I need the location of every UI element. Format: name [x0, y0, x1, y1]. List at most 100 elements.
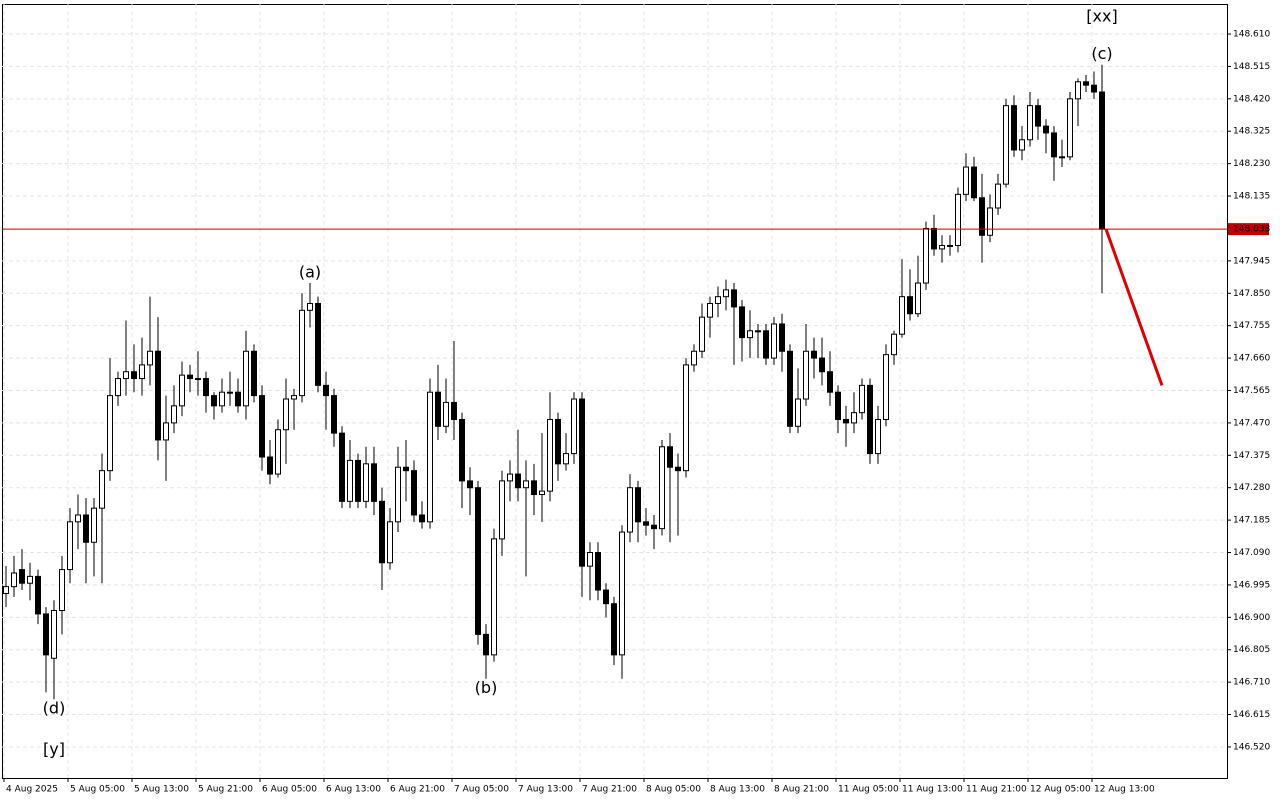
candle: [795, 368, 801, 434]
candle: [427, 378, 433, 529]
candle: [115, 371, 121, 406]
candle-body: [579, 398, 585, 567]
candle: [307, 283, 313, 328]
candle-body: [347, 459, 353, 502]
candle-body: [475, 487, 481, 635]
candle-body: [91, 507, 97, 543]
candle-body: [11, 572, 17, 588]
x-tick-label: 11 Aug 21:00: [966, 785, 1027, 795]
candle: [787, 344, 793, 434]
candle: [331, 388, 337, 447]
y-tick-label: 147.945: [1233, 256, 1270, 266]
candle-body: [1003, 105, 1009, 185]
candle-body: [75, 514, 81, 523]
x-tick-label: 8 Aug 05:00: [646, 785, 701, 795]
candle-body: [1083, 81, 1089, 86]
candle: [731, 283, 737, 365]
candle: [75, 494, 81, 550]
candle-body: [859, 384, 865, 414]
candle: [1051, 126, 1057, 181]
candle: [451, 341, 457, 440]
candle-body: [691, 350, 697, 366]
candle-body: [1035, 105, 1041, 127]
candle: [299, 293, 305, 403]
candle-body: [563, 453, 569, 465]
candle-body: [675, 466, 681, 472]
candle: [91, 497, 97, 577]
candle-body: [1067, 98, 1073, 158]
candle: [219, 378, 225, 413]
candle-body: [491, 538, 497, 656]
candle: [243, 330, 249, 420]
candle-body: [811, 350, 817, 359]
candle: [3, 566, 9, 608]
x-tick-label: 7 Aug 05:00: [454, 785, 509, 795]
candle: [163, 395, 169, 481]
candle-body: [923, 227, 929, 284]
candle-body: [587, 552, 593, 567]
candle-body: [627, 487, 633, 533]
x-tick-label: 8 Aug 13:00: [710, 785, 765, 795]
candle-body: [835, 391, 841, 420]
candle-body: [467, 480, 473, 489]
wave-label: [xx]: [1086, 7, 1117, 26]
candle: [907, 269, 913, 321]
wave-label: (a): [299, 263, 321, 282]
candle: [891, 330, 897, 365]
candle: [707, 296, 713, 338]
candle: [547, 392, 553, 502]
candle-body: [515, 473, 521, 489]
candle-body: [747, 330, 753, 339]
candle-body: [763, 330, 769, 359]
candle: [539, 433, 545, 522]
x-tick-label: 6 Aug 13:00: [326, 785, 381, 795]
candle-body: [571, 398, 577, 455]
candle: [971, 156, 977, 202]
candle-body: [611, 603, 617, 656]
candle: [411, 460, 417, 522]
x-tick-label: 11 Aug 05:00: [838, 785, 899, 795]
candle: [627, 474, 633, 543]
candle-body: [43, 613, 49, 656]
y-tick-label: 146.520: [1233, 742, 1270, 752]
candle-body: [499, 480, 505, 540]
candle-body: [603, 589, 609, 605]
candle: [643, 508, 649, 536]
candle-body: [931, 227, 937, 250]
candle: [659, 439, 665, 536]
candle: [99, 453, 105, 584]
candle-body: [427, 391, 433, 523]
candle: [147, 296, 153, 386]
wave-label: (d): [43, 699, 66, 718]
wave-label: (c): [1091, 44, 1112, 63]
price-label: 148.038: [1233, 225, 1270, 235]
candle: [979, 173, 985, 263]
candle: [651, 514, 657, 550]
candle: [859, 378, 865, 420]
candle-body: [659, 446, 665, 530]
candle: [699, 303, 705, 359]
candle: [947, 235, 953, 256]
candle-body: [1051, 132, 1057, 158]
candle-body: [195, 378, 201, 381]
candle: [195, 351, 201, 396]
candle: [755, 323, 761, 359]
candle: [483, 624, 489, 679]
x-tick-label: 5 Aug 05:00: [70, 785, 125, 795]
candle: [1043, 119, 1049, 154]
candle-body: [139, 364, 145, 380]
candle: [811, 337, 817, 379]
candle-body: [419, 514, 425, 523]
candle: [1083, 74, 1089, 93]
candle-body: [3, 586, 9, 594]
x-tick-label: 6 Aug 05:00: [262, 785, 317, 795]
candle-body: [699, 316, 705, 352]
candle-body: [267, 456, 273, 475]
candle-body: [179, 374, 185, 407]
candle-body: [787, 350, 793, 427]
candle: [715, 286, 721, 318]
candle-body: [435, 391, 441, 427]
candle: [491, 528, 497, 662]
y-tick-label: 147.660: [1233, 354, 1270, 364]
candle: [1091, 71, 1097, 99]
